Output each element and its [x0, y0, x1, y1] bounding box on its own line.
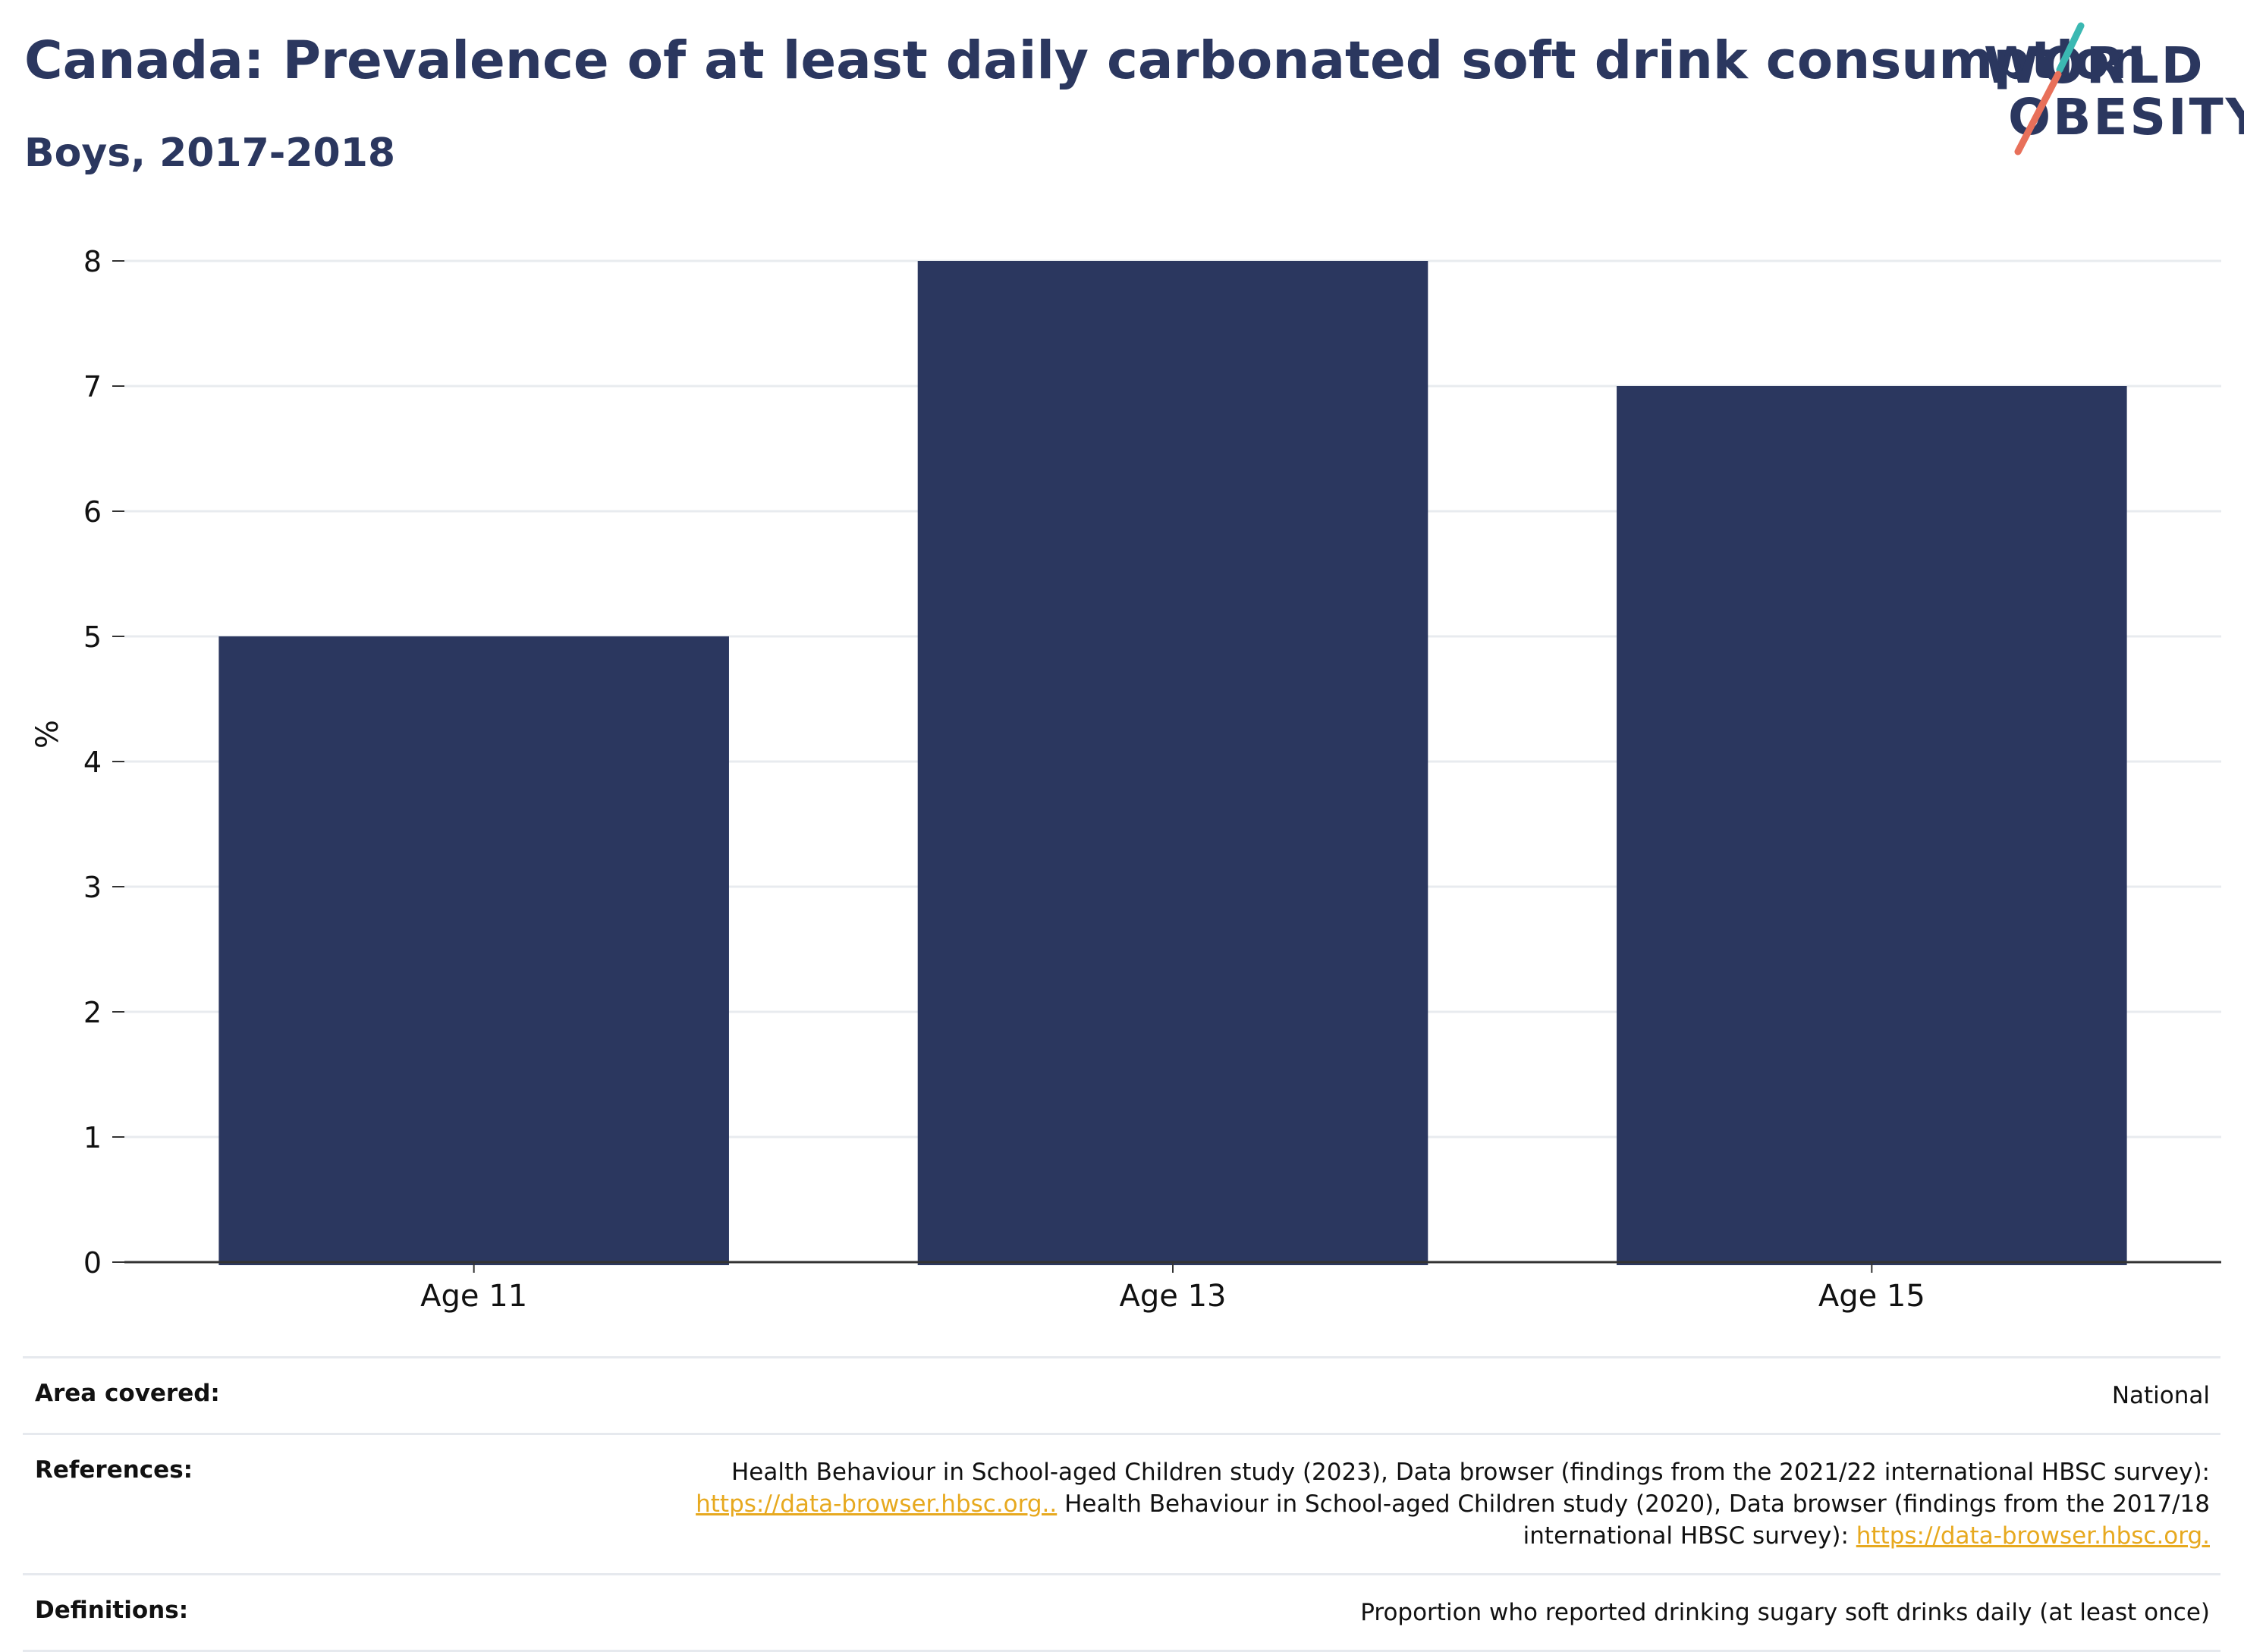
info-table: Area covered: National References: Healt…	[23, 1356, 2220, 1652]
definitions-label: Definitions:	[35, 1597, 189, 1624]
page-title: Canada: Prevalence of at least daily car…	[24, 30, 2147, 91]
x-tick-label-0: Age 11	[420, 1279, 527, 1314]
references-label: References:	[35, 1456, 193, 1484]
references-value: Health Behaviour in School-aged Children…	[354, 1434, 2220, 1575]
bar-age-11[interactable]	[218, 636, 729, 1265]
y-tick-label-3: 3	[83, 871, 102, 904]
bars	[218, 261, 2127, 1265]
bar-chart: 0 1 2 3 4 5 6 7 8 Age 11 Age 13 Age 15 %	[30, 245, 2221, 1314]
page-subtitle: Boys, 2017-2018	[24, 130, 396, 176]
reference-link-2[interactable]: https://data-browser.hbsc.org.	[1856, 1522, 2210, 1550]
logo-slash-bottom	[2014, 71, 2062, 155]
y-tick-label-2: 2	[83, 996, 102, 1029]
reference-text-3: international HBSC survey):	[1523, 1522, 1856, 1550]
y-tick-label-8: 8	[83, 245, 102, 278]
info-row-definitions: Definitions: Proportion who reported dri…	[23, 1574, 2220, 1651]
logo-slash-top	[2056, 22, 2085, 74]
reference-link-1[interactable]: https://data-browser.hbsc.org..	[696, 1490, 1058, 1518]
y-tick-label-6: 6	[83, 495, 102, 529]
x-tick-label-1: Age 13	[1120, 1279, 1227, 1314]
info-row-area: Area covered: National	[23, 1357, 2220, 1434]
info-row-references: References: Health Behaviour in School-a…	[23, 1434, 2220, 1575]
y-tick-label-1: 1	[83, 1121, 102, 1154]
y-axis-label: %	[30, 720, 65, 749]
reference-text-1: Health Behaviour in School-aged Children…	[731, 1459, 2210, 1486]
y-tick-label-5: 5	[83, 620, 102, 654]
reference-text-2: Health Behaviour in School-aged Children…	[1057, 1490, 2210, 1518]
area-label: Area covered:	[35, 1380, 220, 1407]
axes: 0 1 2 3 4 5 6 7 8 Age 11 Age 13 Age 15	[83, 245, 2221, 1314]
definitions-value: Proportion who reported drinking sugary …	[1360, 1599, 2210, 1626]
logo-slash-icon	[2014, 22, 2085, 155]
area-value: National	[2111, 1382, 2210, 1409]
world-obesity-logo: WORLD OBESITY	[1984, 21, 2244, 158]
bar-age-15[interactable]	[1617, 386, 2127, 1265]
logo-word-top: WORLD	[1984, 36, 2205, 95]
x-tick-label-2: Age 15	[1818, 1279, 1925, 1314]
y-tick-label-7: 7	[83, 370, 102, 404]
y-tick-label-4: 4	[83, 746, 102, 779]
bar-age-13[interactable]	[917, 261, 1428, 1265]
y-tick-label-0: 0	[83, 1246, 102, 1280]
